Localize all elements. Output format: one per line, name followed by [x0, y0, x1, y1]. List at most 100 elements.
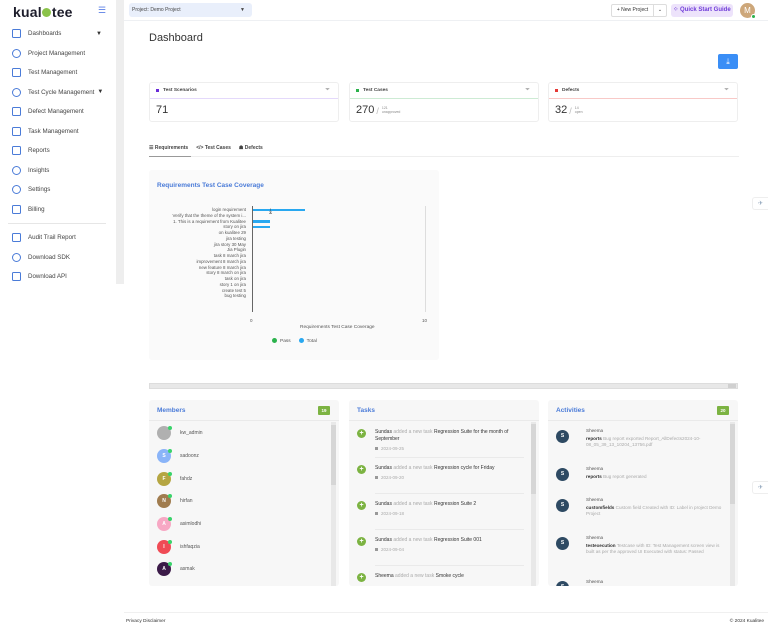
- sdk-icon: [12, 252, 21, 262]
- chart-y-labels: login requirement Verify that the theme …: [172, 207, 246, 299]
- chevron-down-icon: ▼: [240, 7, 245, 13]
- tab-requirements[interactable]: ☰ Requirements: [149, 143, 192, 157]
- chevron-down-icon: ▼: [96, 30, 102, 37]
- footer: Privacy Disclaimer © 2024 Kualitee: [124, 612, 768, 632]
- collapse-menu-icon[interactable]: ☰: [98, 5, 107, 15]
- rocket-launcher-button[interactable]: ✈: [752, 197, 768, 210]
- sidebar-item-audit-trail-report[interactable]: Audit Trail Report: [0, 228, 116, 248]
- plus-icon: +: [357, 537, 366, 546]
- download-icon[interactable]: ⤓: [269, 208, 273, 215]
- color-indicator: [156, 89, 159, 92]
- user-avatar[interactable]: M: [740, 3, 756, 19]
- stat-value: 270: [356, 104, 375, 116]
- stat-card-test-cases[interactable]: Test Cases ⏷ 270/121 unapproved: [349, 82, 539, 122]
- filter-icon[interactable]: ⏷: [724, 87, 729, 93]
- sidebar: kual tee ☰ Dashboards ▼ Project Management…: [0, 0, 116, 284]
- activity-item[interactable]: S Sheema reports Bug report exported Repor…: [548, 422, 733, 460]
- tasks-panel: Tasks + Sundas added a new task Regressio…: [349, 400, 539, 586]
- bar-total[interactable]: [253, 220, 271, 223]
- activities-panel: Activities 20 S Sheema reports Bug report …: [548, 400, 738, 586]
- sidebar-item-reports[interactable]: Reports: [0, 141, 116, 161]
- defect-icon: [12, 107, 21, 117]
- requirements-coverage-chart-card: Requirements Test Case Coverage: [149, 170, 439, 360]
- bar-total[interactable]: [253, 225, 271, 229]
- download-button[interactable]: ⤓: [718, 54, 738, 69]
- sidebar-item-download-api[interactable]: Download API: [0, 267, 116, 287]
- legend-item-total[interactable]: Total: [298, 338, 317, 344]
- bug-icon: ☗: [238, 145, 245, 151]
- rocket-icon: ✈: [757, 485, 764, 491]
- tasks-scrollbar[interactable]: [531, 422, 536, 586]
- activity-item[interactable]: S Sheema customfields Custom field Created…: [548, 491, 733, 529]
- panel-title: Members: [157, 407, 186, 414]
- sidebar-item-settings[interactable]: Settings: [0, 180, 116, 200]
- new-project-button[interactable]: + New Project ⌄: [611, 4, 667, 17]
- tab-test-cases[interactable]: </> Test Cases: [196, 145, 231, 151]
- avatar: S: [556, 430, 569, 443]
- task-item[interactable]: + Sundas added a new task Regression cycl…: [349, 458, 534, 493]
- task-icon: [12, 126, 21, 136]
- sidebar-item-insights[interactable]: Insights: [0, 161, 116, 181]
- activities-scrollbar[interactable]: [730, 422, 735, 586]
- sidebar-item-test-management[interactable]: Test Management: [0, 63, 116, 83]
- project-select[interactable]: Project: Demo Project ▼: [129, 3, 252, 17]
- sidebar-item-defect-management[interactable]: Defect Management: [0, 102, 116, 122]
- sidebar-scrollbar[interactable]: [116, 0, 124, 284]
- stat-value: 71: [156, 104, 169, 116]
- chart-title: Requirements Test Case Coverage: [157, 182, 264, 189]
- guide-icon: ⁘: [673, 7, 680, 13]
- api-icon: [12, 272, 21, 282]
- plus-icon: +: [357, 573, 366, 582]
- download-icon: ⤓: [726, 57, 730, 66]
- page-title: Dashboard: [149, 32, 203, 44]
- sidebar-item-download-sdk[interactable]: Download SDK: [0, 248, 116, 268]
- sidebar-item-dashboards[interactable]: Dashboards ▼: [0, 24, 116, 44]
- avatar: S: [556, 468, 569, 481]
- filter-icon[interactable]: ⏷: [325, 87, 330, 93]
- project-icon: [12, 48, 21, 58]
- plus-icon: +: [357, 429, 366, 438]
- kualitee-logo[interactable]: kual tee: [13, 4, 73, 20]
- chart-y-axis: [252, 206, 253, 312]
- rocket-launcher-button[interactable]: ✈: [752, 481, 768, 494]
- stat-card-test-scenarios[interactable]: Test Scenarios ⏷ 71: [149, 82, 339, 122]
- sidebar-item-project-management[interactable]: Project Management: [0, 44, 116, 64]
- settings-icon: [12, 185, 21, 195]
- panel-title: Activities: [556, 407, 585, 414]
- test-management-icon: [12, 68, 21, 78]
- sidebar-item-test-cycle-management[interactable]: Test Cycle Management ▼: [0, 83, 116, 103]
- sidebar-item-task-management[interactable]: Task Management: [0, 122, 116, 142]
- activity-item[interactable]: S Sheema testexecution Testcase with ID: T…: [548, 529, 733, 573]
- task-item[interactable]: + Sundas added a new task Regression Suit…: [349, 530, 534, 565]
- privacy-disclaimer-link[interactable]: Privacy Disclaimer: [126, 619, 166, 624]
- sidebar-item-billing[interactable]: Billing: [0, 200, 116, 220]
- avatar: S: [157, 449, 172, 464]
- plus-icon: +: [357, 501, 366, 510]
- dashboard-icon: [12, 29, 21, 39]
- bar-total[interactable]: [253, 208, 305, 211]
- stat-card-defects[interactable]: Defects ⏷ 32/14 open: [548, 82, 738, 122]
- quick-start-guide-button[interactable]: ⁘ Quick Start Guide: [671, 4, 733, 17]
- avatar: N: [157, 494, 172, 509]
- filter-icon[interactable]: ⏷: [525, 87, 530, 93]
- task-item[interactable]: + Sheema added a new task Smoke cycle: [349, 566, 534, 586]
- chevron-down-icon[interactable]: ⌄: [657, 7, 663, 13]
- task-item[interactable]: + Sundas added a new task Regression Suit…: [349, 494, 534, 529]
- tab-defects[interactable]: ☗ Defects: [238, 145, 263, 151]
- horizontal-scrollbar[interactable]: [149, 383, 738, 389]
- online-status-dot: [168, 471, 172, 476]
- member-item[interactable]: kw_admin: [149, 422, 334, 445]
- members-scrollbar[interactable]: [331, 422, 336, 586]
- activity-item[interactable]: S Sheema reports Bug report generated: [548, 460, 733, 491]
- task-item[interactable]: + Sundas added a new task Regression Suit…: [349, 422, 534, 457]
- legend-item-pass[interactable]: Pass: [272, 338, 291, 344]
